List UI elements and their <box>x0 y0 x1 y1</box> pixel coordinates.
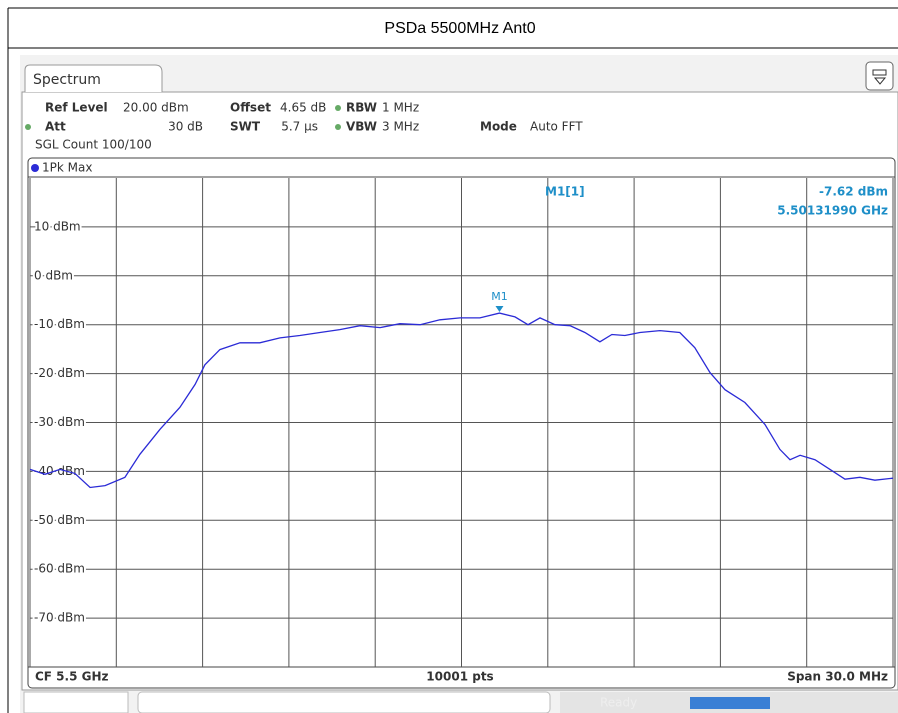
y-tick-label: -30 dBm <box>34 415 85 429</box>
menu-icon[interactable] <box>865 61 894 91</box>
y-tick-label: -20 dBm <box>34 366 85 380</box>
points: 10001 pts <box>426 670 493 684</box>
setting-value: Auto FFT <box>530 120 583 134</box>
dot <box>335 105 341 111</box>
setting-label: Att <box>45 120 66 134</box>
setting-value: 5.7 µs <box>281 120 318 134</box>
setting-value: 3 MHz <box>382 120 419 134</box>
status: Ready <box>600 696 637 710</box>
marker-frequency: 5.50131990 GHz <box>777 204 888 218</box>
setting-value: 4.65 dB <box>280 101 326 115</box>
trace <box>29 312 894 489</box>
tab[interactable] <box>24 64 163 92</box>
marker-value: -7.62 dBm <box>819 185 888 199</box>
setting-label: Mode <box>480 120 517 134</box>
setting-value: 30 dB <box>168 120 203 134</box>
setting-label: VBW <box>346 120 377 134</box>
center-frequency: CF 5.5 GHz <box>35 670 109 684</box>
setting-label: Ref Level <box>45 101 108 115</box>
y-tick-label: -70 dBm <box>34 611 85 625</box>
status-box <box>137 691 551 713</box>
y-tick-label: 0 dBm <box>34 268 73 282</box>
marker <box>495 306 504 313</box>
y-tick-label: -50 dBm <box>34 513 85 527</box>
y-tick-label: 10 dBm <box>34 219 81 233</box>
marker-label: M1 <box>491 290 508 303</box>
progress <box>690 697 770 709</box>
y-tick-label: -10 dBm <box>34 317 85 331</box>
y-tick-label: -60 dBm <box>34 562 85 576</box>
setting-label: SWT <box>230 120 261 134</box>
marker-readout: M1[1] <box>545 185 585 199</box>
setting-label: Offset <box>230 101 271 115</box>
status-box <box>23 691 129 713</box>
legend-swatch <box>31 164 39 172</box>
tab-label: Spectrum <box>33 72 101 88</box>
span: Span 30.0 MHz <box>787 670 888 684</box>
legend-label: 1Pk Max <box>42 161 92 175</box>
dot <box>25 124 31 130</box>
dot <box>335 124 341 130</box>
sweep-count: SGL Count 100/100 <box>35 138 152 152</box>
setting-value: 1 MHz <box>382 101 419 115</box>
setting-value: 20.00 dBm <box>123 101 189 115</box>
icon-glyph <box>872 69 887 85</box>
setting-label: RBW <box>346 101 377 115</box>
page-title: PSDa 5500MHz Ant0 <box>384 20 535 37</box>
